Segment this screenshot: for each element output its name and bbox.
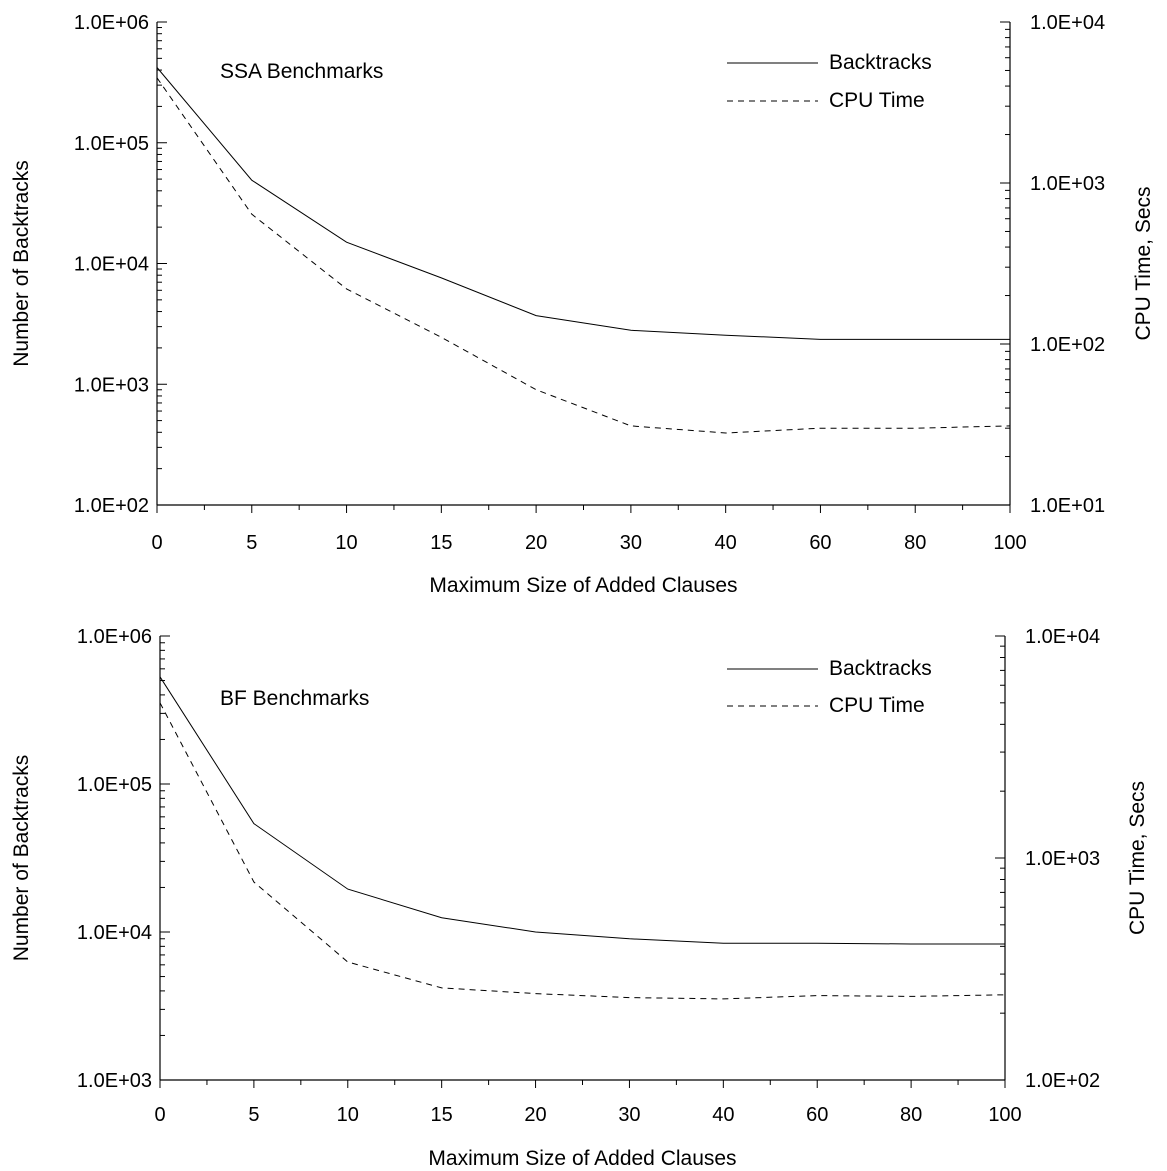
y-tick-label: 1.0E+04 xyxy=(1025,626,1100,648)
x-tick-label: 60 xyxy=(809,532,831,554)
chart-panel-1: 0 5 10 15 20 30 40 60 80 100 1.0E+03 1.0E+04 1.0E+05… xyxy=(10,626,1149,1170)
chart-annotation: SSA Benchmarks xyxy=(220,60,383,83)
x-tick-label: 10 xyxy=(335,532,357,554)
y-axis-label: Number of Backtracks xyxy=(10,755,33,962)
x-axis-label: Maximum Size of Added Clauses xyxy=(428,1147,736,1170)
x-tick-label: 30 xyxy=(618,1104,640,1126)
y-axis-label: Number of Backtracks xyxy=(10,160,33,367)
x-tick-label: 80 xyxy=(904,532,926,554)
y2-axis-label: CPU Time, Secs xyxy=(1132,186,1155,340)
x-tick-label: 5 xyxy=(246,532,257,554)
y-tick-label: 1.0E+02 xyxy=(1030,334,1105,356)
y-tick-label: 1.0E+04 xyxy=(77,922,152,944)
x-tick-label: 40 xyxy=(712,1104,734,1126)
x-tick-label: 15 xyxy=(430,532,452,554)
legend-label: CPU Time xyxy=(829,694,925,717)
y-tick-label: 1.0E+01 xyxy=(1030,495,1105,517)
y-tick-label: 1.0E+06 xyxy=(74,12,149,34)
y2-axis-label: CPU Time, Secs xyxy=(1126,781,1149,935)
y-tick-label: 1.0E+06 xyxy=(77,626,152,648)
x-tick-label: 100 xyxy=(993,532,1026,554)
y-tick-label: 1.0E+04 xyxy=(1030,12,1105,34)
legend-label: CPU Time xyxy=(829,89,925,112)
x-tick-label: 5 xyxy=(248,1104,259,1126)
x-tick-label: 0 xyxy=(154,1104,165,1126)
legend-label: Backtracks xyxy=(829,657,932,680)
y-tick-label: 1.0E+05 xyxy=(77,774,152,796)
x-tick-label: 100 xyxy=(988,1104,1021,1126)
x-tick-label: 40 xyxy=(715,532,737,554)
x-tick-label: 60 xyxy=(806,1104,828,1126)
x-tick-label: 80 xyxy=(900,1104,922,1126)
legend-label: Backtracks xyxy=(829,51,932,74)
series-line-cpu-time xyxy=(156,77,1011,434)
x-axis-label: Maximum Size of Added Clauses xyxy=(429,574,737,597)
x-tick-label: 15 xyxy=(431,1104,453,1126)
y-tick-label: 1.0E+02 xyxy=(74,495,149,517)
x-tick-label: 30 xyxy=(620,532,642,554)
y-tick-label: 1.0E+04 xyxy=(74,254,149,276)
chart-panel-0: 0 5 10 15 20 30 40 60 80 100 1.0E+02 1.0E+03 1.0E+04… xyxy=(10,12,1155,597)
y-tick-label: 1.0E+03 xyxy=(77,1070,152,1092)
y-tick-label: 1.0E+02 xyxy=(1025,1070,1100,1092)
x-tick-label: 0 xyxy=(151,532,162,554)
y-tick-label: 1.0E+03 xyxy=(74,374,149,396)
y-tick-label: 1.0E+03 xyxy=(1025,848,1100,870)
series-line-backtracks xyxy=(159,676,1005,945)
x-tick-label: 20 xyxy=(524,1104,546,1126)
series-line-cpu-time xyxy=(159,702,1006,1000)
y-tick-label: 1.0E+05 xyxy=(74,133,149,155)
x-tick-label: 10 xyxy=(337,1104,359,1126)
y-tick-label: 1.0E+03 xyxy=(1030,173,1105,195)
series-line-backtracks xyxy=(156,67,1010,340)
x-tick-label: 20 xyxy=(525,532,547,554)
chart-annotation: BF Benchmarks xyxy=(220,687,369,710)
